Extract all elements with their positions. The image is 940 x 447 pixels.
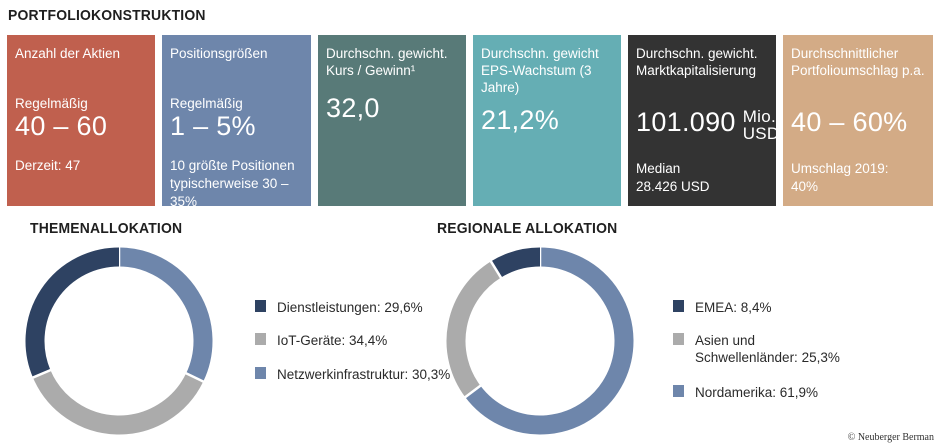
page-title: PORTFOLIOKONSTRUKTION (8, 7, 206, 24)
card-eps-wachstum: Durchschn. gewicht EPS-Wachstum (3 Jahre… (473, 35, 621, 206)
card-value: 21,2% (481, 105, 560, 135)
card-anzahl-aktien: Anzahl der Aktien Regelmäßig 40 – 60 Der… (7, 35, 155, 206)
legend-swatch (673, 333, 684, 345)
donut-slice-nordamerika (465, 247, 634, 435)
card-foot: Derzeit: 47 (15, 158, 81, 173)
donut-slice-dienstleistungen (25, 247, 120, 378)
card-foot: 10 größte Positionen typischerweise 30 –… (170, 158, 295, 206)
legend-swatch (673, 300, 684, 312)
card-value-unit: Mio. USD (742, 107, 776, 143)
card-value: 1 – 5% (170, 111, 256, 141)
donut-separator (184, 371, 205, 384)
card-label: Durchschnittlicher Portfolioumschlag p.a… (791, 46, 925, 78)
donut-slice-emea (490, 247, 541, 278)
card-positionsgroessen: Positionsgrößen Regelmäßig 1 – 5% 10 grö… (162, 35, 311, 206)
legend-swatch (255, 333, 266, 345)
card-foot: Umschlag 2019: 40% (791, 161, 889, 194)
card-kgv: Durchschn. gewicht. Kurs / Gewinn¹ 32,0 (318, 35, 466, 206)
donut-slice-netzwerkinfrastruktur (118, 247, 213, 382)
themenallokation-legend: Dienstleistungen: 29,6% IoT-Geräte: 34,4… (255, 300, 450, 420)
donut-separator (489, 259, 503, 280)
donut-separator (31, 368, 52, 380)
card-value: 40 – 60% (791, 107, 908, 137)
regionale-allokation-title: REGIONALE ALLOKATION (437, 220, 618, 237)
card-label: Durchschn. gewicht. Marktkapitalisierung (636, 46, 758, 78)
card-label: Durchschn. gewicht. Kurs / Gewinn¹ (326, 46, 448, 78)
legend-label: IoT-Geräte: 34,4% (277, 333, 388, 348)
donut-separator (463, 384, 482, 399)
card-label: Positionsgrößen (170, 46, 268, 61)
legend-swatch (673, 385, 684, 397)
legend-label: Nordamerika: 61,9% (695, 385, 819, 400)
card-value: 101.090 Mio. USD (636, 107, 776, 142)
legend-swatch (255, 300, 266, 312)
legend-swatch (255, 367, 266, 379)
card-value: 40 – 60 (15, 111, 108, 141)
legend-label: Dienstleistungen: 29,6% (277, 300, 423, 315)
legend-label: Netzwerkinfrastruktur: 30,3% (277, 367, 451, 382)
copyright: © Neuberger Berman (847, 432, 934, 443)
card-label: Anzahl der Aktien (15, 46, 121, 61)
card-sub: Regelmäßig (170, 96, 243, 111)
card-foot: Median 28.426 USD (636, 161, 710, 194)
card-label: Durchschn. gewicht EPS-Wachstum (3 Jahre… (481, 46, 599, 95)
card-marktkapitalisierung: Durchschn. gewicht. Marktkapitalisierung… (628, 35, 776, 206)
donut-slice-iot-geräte (32, 369, 204, 435)
card-sub: Regelmäßig (15, 96, 88, 111)
themenallokation-title: THEMENALLOKATION (30, 220, 183, 237)
kpi-cards: Anzahl der Aktien Regelmäßig 40 – 60 Der… (7, 35, 933, 206)
card-value-number: 101.090 (636, 107, 736, 137)
legend-label: Asien und Schwellenländer: 25,3% (695, 333, 840, 365)
card-value: 32,0 (326, 93, 380, 123)
regionale-allokation-legend: EMEA: 8,4% Asien und Schwellenländer: 25,… (673, 300, 873, 420)
legend-label: EMEA: 8,4% (695, 300, 772, 315)
donut-slice-asien-und-schwellenländer (446, 261, 502, 398)
card-portfolioumschlag: Durchschnittlicher Portfolioumschlag p.a… (783, 35, 933, 206)
